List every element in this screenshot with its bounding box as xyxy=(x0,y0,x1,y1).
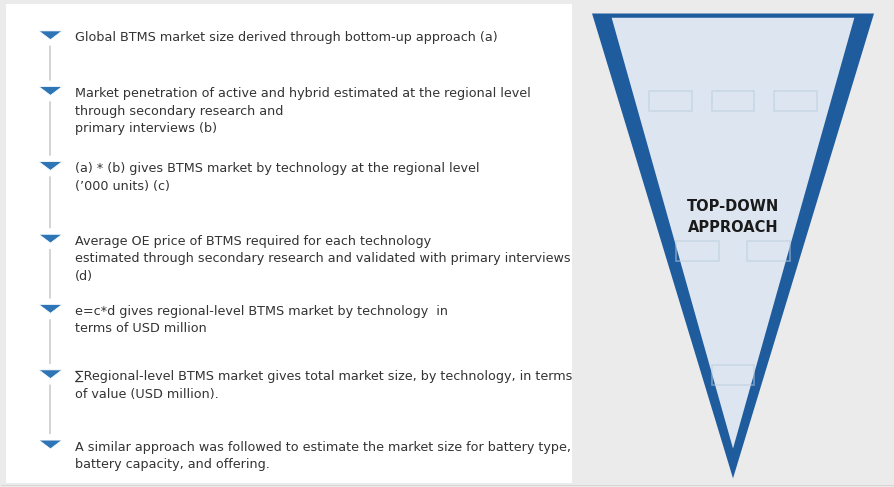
Text: TOP-DOWN
APPROACH: TOP-DOWN APPROACH xyxy=(686,199,779,235)
Polygon shape xyxy=(38,234,62,243)
FancyBboxPatch shape xyxy=(6,4,572,483)
Polygon shape xyxy=(38,440,62,449)
Polygon shape xyxy=(38,162,62,170)
Text: Average OE price of BTMS required for each technology
estimated through secondar: Average OE price of BTMS required for ea… xyxy=(74,235,569,283)
Circle shape xyxy=(32,81,68,101)
Circle shape xyxy=(32,26,68,45)
Circle shape xyxy=(32,435,68,454)
Circle shape xyxy=(32,299,68,318)
Polygon shape xyxy=(38,370,62,378)
Circle shape xyxy=(32,156,68,176)
Text: (a) * (b) gives BTMS market by technology at the regional level
(’000 units) (c): (a) * (b) gives BTMS market by technolog… xyxy=(74,162,478,193)
Text: Global BTMS market size derived through bottom-up approach (a): Global BTMS market size derived through … xyxy=(74,31,497,44)
Polygon shape xyxy=(591,14,873,478)
Polygon shape xyxy=(611,18,854,449)
Polygon shape xyxy=(38,87,62,95)
Text: Market penetration of active and hybrid estimated at the regional level
through : Market penetration of active and hybrid … xyxy=(74,87,530,135)
Polygon shape xyxy=(38,31,62,39)
Text: ∑Regional-level BTMS market gives total market size, by technology, in terms
of : ∑Regional-level BTMS market gives total … xyxy=(74,371,571,401)
Text: A similar approach was followed to estimate the market size for battery type,
ba: A similar approach was followed to estim… xyxy=(74,441,569,471)
Text: e=c*d gives regional-level BTMS market by technology  in
terms of USD million: e=c*d gives regional-level BTMS market b… xyxy=(74,305,447,336)
Polygon shape xyxy=(38,304,62,313)
Circle shape xyxy=(32,229,68,248)
Circle shape xyxy=(32,365,68,384)
